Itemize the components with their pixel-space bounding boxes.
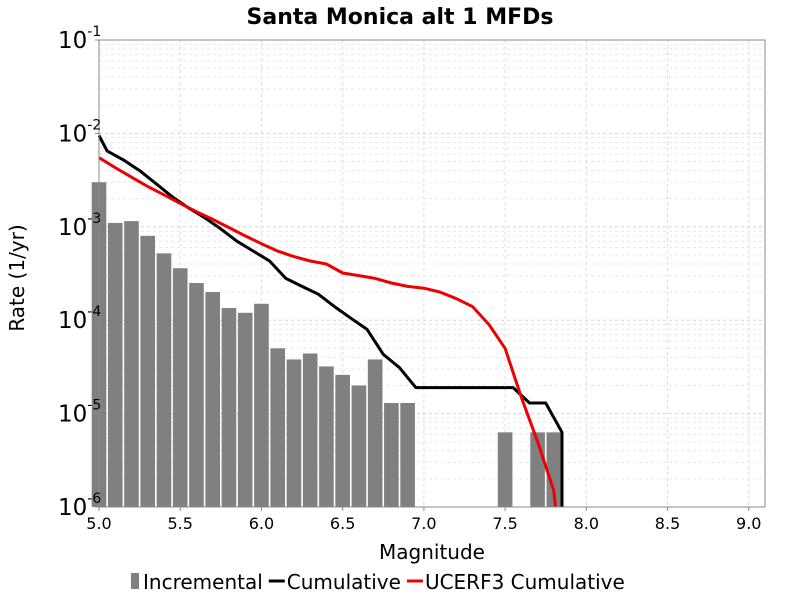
plot-frame	[98, 39, 766, 508]
x-tick-label: 5.0	[86, 514, 111, 533]
incremental-bar	[254, 303, 269, 507]
incremental-bar	[367, 359, 383, 507]
series-line-cumulative	[97, 134, 564, 507]
x-axis-label: Magnitude	[379, 540, 485, 564]
x-tick-label: 6.0	[249, 514, 274, 533]
incremental-bar	[335, 374, 350, 507]
x-tick-label: 8.5	[655, 514, 680, 533]
incremental-bar	[189, 283, 204, 507]
incremental-bar	[302, 353, 318, 507]
legend-label: Cumulative	[287, 570, 401, 594]
incremental-bar	[237, 312, 253, 507]
x-axis-ticks: 5.0 5.5 6.0 6.5 7.0 7.5 8.0 8.5 9.0	[86, 507, 761, 533]
y-tick-label: 10-1	[58, 24, 101, 54]
legend-swatch-incremental	[131, 573, 139, 589]
y-tick-label: 10-5	[58, 398, 101, 428]
x-tick-label: 8.0	[574, 514, 599, 533]
x-tick-label: 7.0	[411, 514, 436, 533]
legend-label: UCERF3 Cumulative	[425, 570, 625, 594]
y-tick-label: 10-2	[58, 117, 101, 147]
incremental-bar	[319, 366, 334, 507]
incremental-bars	[91, 182, 562, 508]
x-tick-label: 7.5	[492, 514, 517, 533]
incremental-bar	[270, 348, 285, 507]
y-axis-ticks: 10-6 10-5 10-4 10-3 10-2 10-1	[58, 24, 101, 521]
y-tick-label: 10-4	[58, 304, 101, 334]
x-tick-label: 5.5	[167, 514, 192, 533]
y-axis-label: Rate (1/yr)	[5, 224, 29, 331]
incremental-bar	[205, 292, 221, 507]
y-tick-label: 10-3	[58, 211, 101, 241]
incremental-bar	[400, 402, 415, 507]
incremental-bar	[107, 222, 123, 507]
plot-area	[91, 39, 766, 508]
incremental-bar	[221, 308, 237, 507]
legend: Incremental Cumulative UCERF3 Cumulative	[131, 570, 625, 594]
incremental-bar	[351, 385, 367, 507]
incremental-bar	[172, 268, 188, 507]
incremental-bar	[140, 235, 156, 508]
incremental-bar	[546, 432, 562, 507]
series-lines	[97, 134, 564, 508]
series-line-ucerf3-cumulative	[98, 156, 557, 508]
y-tick-label: 10-6	[58, 491, 101, 521]
x-tick-label: 6.5	[330, 514, 355, 533]
x-tick-label: 9.0	[736, 514, 761, 533]
chart-title: Santa Monica alt 1 MFDs	[247, 5, 554, 30]
incremental-bar	[156, 253, 172, 507]
incremental-bar	[497, 432, 513, 507]
incremental-bar	[286, 359, 302, 507]
legend-label: Incremental	[143, 570, 263, 594]
incremental-bar	[384, 402, 399, 507]
incremental-bar	[124, 221, 139, 507]
